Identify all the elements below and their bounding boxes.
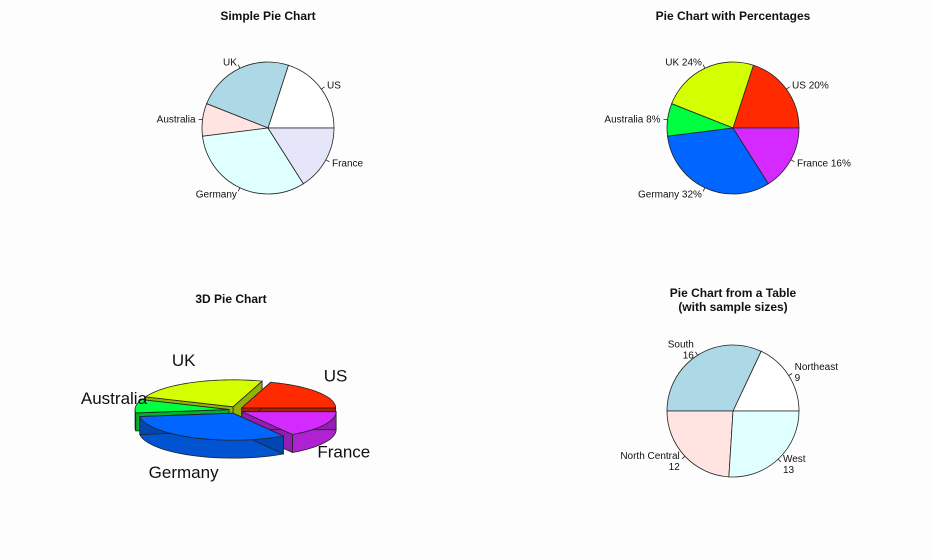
pie-slice-us bbox=[732, 64, 800, 129]
slice-label-us: US bbox=[327, 81, 341, 92]
label-tick bbox=[702, 187, 706, 192]
slice-label-north-central: North Central 12 bbox=[620, 451, 680, 473]
label-tick bbox=[790, 159, 795, 163]
slice-label-germany: Germany bbox=[196, 190, 237, 201]
slice-top bbox=[139, 412, 285, 441]
slice-label-west: West 13 bbox=[783, 454, 806, 476]
label-tick bbox=[681, 455, 686, 460]
slice-top bbox=[240, 381, 337, 409]
3d-label-france: France bbox=[317, 442, 370, 461]
label-tick bbox=[325, 159, 330, 163]
slice-top bbox=[134, 399, 230, 414]
slice-label-france: France 16% bbox=[797, 159, 851, 170]
label-tick bbox=[237, 187, 241, 192]
3d-label-us: US bbox=[324, 366, 348, 385]
3d-label-uk: UK bbox=[172, 351, 196, 370]
label-tick bbox=[198, 118, 203, 121]
chart-title: Pie Chart from a Table bbox=[670, 286, 797, 300]
label-tick bbox=[786, 86, 790, 90]
label-tick bbox=[663, 118, 668, 121]
label-tick bbox=[237, 64, 241, 69]
slice-label-germany: Germany 32% bbox=[638, 190, 702, 201]
slice-label-australia: Australia 8% bbox=[604, 114, 660, 125]
slice-label-uk: UK bbox=[223, 57, 237, 68]
3d-label-australia: Australia bbox=[81, 389, 148, 408]
3d-slice-germany bbox=[139, 412, 285, 459]
chart-subtitle: (with sample sizes) bbox=[678, 300, 787, 314]
label-tick bbox=[702, 64, 706, 69]
simple-pie-chart: Simple Pie Chart US UK Australia Germany Fra… bbox=[157, 9, 364, 201]
percent-pie-chart: Pie Chart with Percentages US 20% UK 24% A… bbox=[604, 9, 851, 201]
label-tick bbox=[788, 373, 793, 376]
3d-label-germany: Germany bbox=[149, 463, 219, 482]
3d-pie-chart: 3D Pie Chart US UK Australia Germany France bbox=[81, 292, 370, 482]
chart-title: Pie Chart with Percentages bbox=[656, 9, 811, 23]
label-tick bbox=[777, 458, 782, 463]
table-pie-chart: Pie Chart from a Table (with sample size… bbox=[620, 286, 839, 478]
pie-slice-north-central bbox=[666, 410, 734, 478]
slice-label-northeast: Northeast 9 bbox=[795, 362, 839, 384]
label-tick bbox=[321, 86, 325, 90]
slice-top bbox=[144, 379, 264, 408]
pie-slice-us bbox=[267, 64, 335, 129]
chart-title: Simple Pie Chart bbox=[220, 9, 315, 23]
label-tick bbox=[695, 351, 698, 356]
slice-label-australia: Australia bbox=[157, 114, 196, 125]
slice-label-south: South 16 bbox=[668, 339, 695, 361]
chart-title: 3D Pie Chart bbox=[195, 292, 266, 306]
slice-top bbox=[241, 411, 337, 435]
slice-label-us: US 20% bbox=[792, 81, 829, 92]
slice-label-france: France bbox=[332, 159, 364, 170]
slice-label-uk: UK 24% bbox=[665, 57, 702, 68]
